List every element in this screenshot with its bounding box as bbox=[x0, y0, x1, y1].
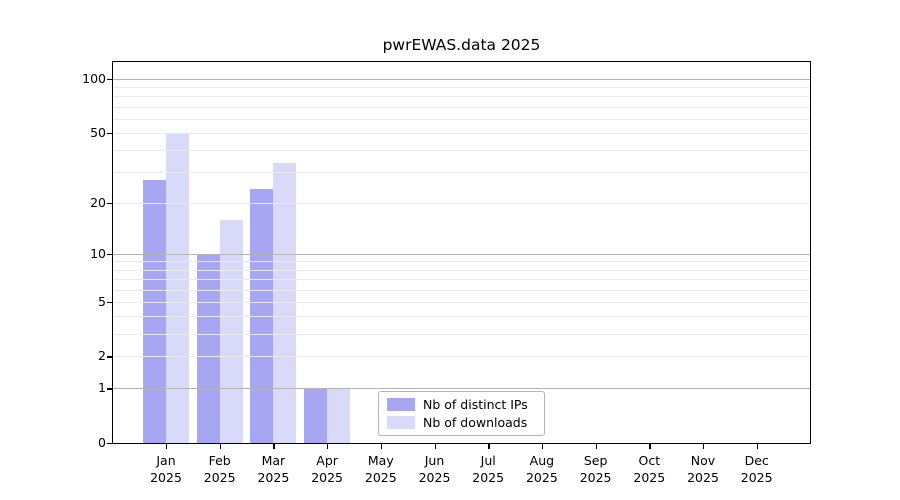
legend-label: Nb of downloads bbox=[423, 415, 528, 430]
legend-item: Nb of distinct IPs bbox=[387, 397, 536, 412]
y-tick-mark bbox=[107, 301, 112, 304]
y-tick-mark bbox=[107, 202, 112, 205]
minor-gridline bbox=[113, 261, 810, 263]
x-tick-mark bbox=[434, 444, 436, 449]
bars-layer bbox=[113, 62, 810, 443]
y-axis-tick-label: 0 bbox=[98, 435, 106, 450]
x-tick-mark bbox=[541, 444, 544, 449]
minor-gridline bbox=[113, 132, 810, 134]
minor-gridline bbox=[113, 106, 810, 108]
y-tick-mark bbox=[107, 356, 112, 358]
major-gridline bbox=[113, 79, 810, 80]
bar-feb-distinct-ips bbox=[196, 253, 220, 443]
y-axis-tick-label: 1 bbox=[98, 380, 106, 396]
y-axis-tick-label: 20 bbox=[90, 194, 106, 210]
legend-label: Nb of distinct IPs bbox=[423, 397, 528, 412]
minor-gridline bbox=[113, 278, 810, 280]
x-tick-mark bbox=[595, 444, 597, 449]
x-axis-tick-label: Jul 2025 bbox=[472, 453, 505, 485]
major-gridline bbox=[113, 253, 810, 255]
x-axis-tick-label: Sep 2025 bbox=[579, 453, 612, 485]
y-tick-mark bbox=[107, 388, 112, 390]
y-tick-mark bbox=[107, 253, 112, 256]
minor-gridline bbox=[113, 202, 810, 204]
x-axis-tick-label: Aug 2025 bbox=[525, 453, 558, 485]
bar-feb-downloads bbox=[219, 219, 243, 443]
y-axis-tick-label: 100 bbox=[82, 71, 106, 86]
x-axis-tick-label: Dec 2025 bbox=[740, 453, 773, 485]
bar-mar-downloads bbox=[273, 162, 297, 443]
minor-gridline bbox=[113, 172, 810, 174]
legend-swatch bbox=[387, 416, 415, 429]
minor-gridline bbox=[113, 269, 810, 271]
x-tick-mark bbox=[380, 444, 383, 449]
bar-apr-distinct-ips bbox=[304, 388, 328, 443]
minor-gridline bbox=[113, 96, 810, 98]
x-tick-mark bbox=[166, 444, 168, 449]
x-axis-tick-label: Jan 2025 bbox=[150, 453, 182, 485]
legend-swatch bbox=[387, 398, 415, 411]
legend-item: Nb of downloads bbox=[387, 415, 536, 430]
x-tick-mark bbox=[649, 444, 651, 449]
x-axis-tick-label: Jun 2025 bbox=[418, 453, 451, 485]
legend: Nb of distinct IPs Nb of downloads bbox=[378, 391, 545, 436]
y-axis-tick-label: 2 bbox=[98, 348, 106, 364]
y-axis-tick-label: 10 bbox=[90, 245, 106, 261]
y-tick-mark bbox=[107, 79, 112, 81]
x-axis-tick-label: May 2025 bbox=[364, 453, 397, 485]
x-axis-tick-label: Apr 2025 bbox=[311, 453, 343, 485]
minor-gridline bbox=[113, 150, 810, 152]
chart-title: pwrEWAS.data 2025 bbox=[382, 36, 541, 54]
y-axis-tick-label: 50 bbox=[90, 124, 106, 140]
minor-gridline bbox=[113, 301, 810, 303]
x-tick-mark bbox=[273, 444, 275, 449]
plot-area bbox=[112, 61, 811, 444]
y-tick-mark bbox=[107, 443, 112, 445]
y-axis-tick-label: 5 bbox=[98, 293, 106, 309]
x-tick-mark bbox=[219, 444, 222, 449]
bar-mar-distinct-ips bbox=[250, 189, 274, 443]
grid-layer bbox=[113, 62, 810, 443]
x-axis-tick-label: Oct 2025 bbox=[633, 453, 666, 485]
x-tick-mark bbox=[488, 444, 490, 449]
minor-gridline bbox=[113, 118, 810, 120]
x-tick-mark bbox=[756, 444, 759, 449]
bar-jan-downloads bbox=[166, 132, 189, 443]
minor-gridline bbox=[113, 333, 810, 335]
y-tick-mark bbox=[107, 132, 112, 135]
bar-apr-downloads bbox=[327, 388, 351, 443]
minor-gridline bbox=[113, 289, 810, 291]
x-axis-tick-label: Mar 2025 bbox=[257, 453, 290, 485]
bar-jan-distinct-ips bbox=[143, 180, 166, 443]
x-axis-tick-label: Nov 2025 bbox=[687, 453, 719, 485]
minor-gridline bbox=[113, 316, 810, 318]
x-axis-tick-label: Feb 2025 bbox=[203, 453, 236, 485]
x-tick-mark bbox=[703, 444, 705, 449]
x-tick-mark bbox=[327, 444, 329, 449]
minor-gridline bbox=[113, 356, 810, 358]
major-gridline bbox=[113, 388, 810, 390]
minor-gridline bbox=[113, 87, 810, 89]
